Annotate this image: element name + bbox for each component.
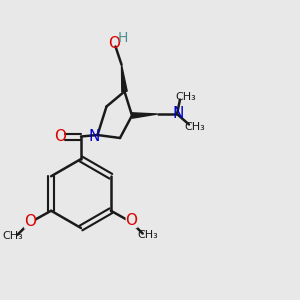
Text: O: O <box>54 129 66 144</box>
Text: O: O <box>126 213 138 228</box>
Text: CH₃: CH₃ <box>175 92 196 102</box>
Text: CH₃: CH₃ <box>184 122 205 132</box>
Polygon shape <box>122 64 127 92</box>
Text: O: O <box>126 213 138 228</box>
Text: CH₃: CH₃ <box>138 230 158 240</box>
Text: O: O <box>108 36 120 51</box>
Text: N: N <box>173 106 184 121</box>
Polygon shape <box>132 113 158 118</box>
Text: CH₃: CH₃ <box>3 231 23 241</box>
Text: O: O <box>24 214 36 229</box>
Text: O: O <box>24 214 36 229</box>
Text: N: N <box>88 129 100 144</box>
Text: H: H <box>118 31 128 44</box>
